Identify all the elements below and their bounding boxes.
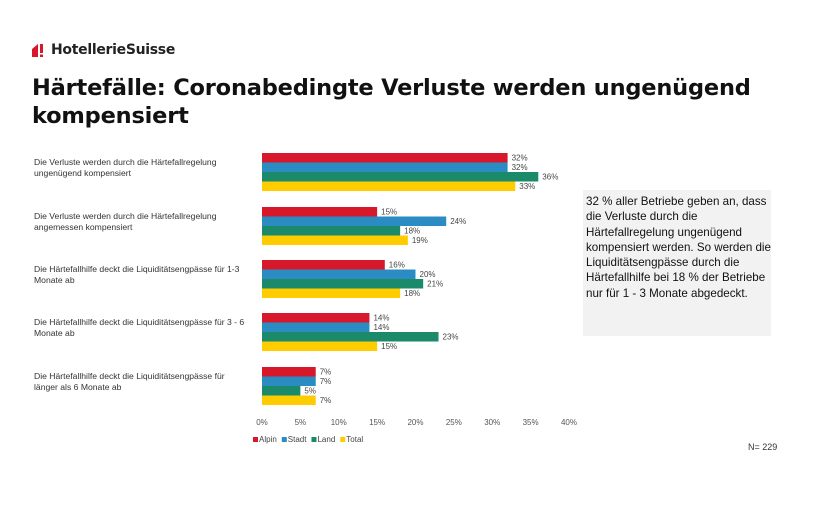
legend-label: Alpin [259,435,277,444]
bar-land [262,332,439,342]
category-label: Die Härtefallhilfe deckt die Liquiditäts… [34,317,245,338]
bar-stadt [262,322,370,332]
category-label: Die Härtefallhilfe deckt die Liquiditäts… [34,371,225,392]
data-label: 36% [542,173,558,182]
data-label: 7% [320,396,332,405]
bar-stadt [262,216,447,226]
bar-total [262,395,316,405]
bar-total [262,181,516,191]
data-label: 23% [443,333,459,342]
bar-alpin [262,153,508,163]
x-tick-label: 40% [561,418,577,427]
bar-stadt [262,162,508,172]
legend-swatch [311,437,317,442]
x-tick-label: 35% [523,418,539,427]
data-label: 32% [512,154,528,163]
x-tick-label: 15% [369,418,385,427]
data-label: 15% [381,208,397,217]
legend-swatch [253,437,258,442]
bar-land [262,172,539,182]
brand-logo: HotellerieSuisse [32,42,175,58]
bar-stadt [262,269,416,279]
legend-swatch [340,437,346,442]
data-label: 16% [389,261,405,270]
bar-alpin [262,313,370,323]
x-tick-label: 25% [446,418,462,427]
data-label: 33% [519,182,535,191]
bar-land [262,386,301,396]
bar-total [262,341,378,351]
legend-swatch [281,437,287,442]
bar-alpin [262,260,385,270]
data-label: 15% [381,342,397,351]
bar-land [262,279,424,289]
legend-label: Total [346,435,363,444]
legend-label: Land [317,435,335,444]
logo-icon [32,43,43,57]
x-tick-label: 10% [331,418,347,427]
data-label: 5% [304,387,316,396]
x-tick-label: 0% [256,418,268,427]
sample-size: N= 229 [748,442,778,452]
data-label: 7% [320,377,332,386]
legend-label: Stadt [288,435,307,444]
x-tick-label: 20% [407,418,423,427]
x-tick-label: 5% [295,418,307,427]
data-label: 18% [404,227,420,236]
bar-total [262,235,408,245]
data-label: 19% [412,236,428,245]
bar-alpin [262,367,316,377]
category-label: Die Verluste werden durch die Härtefallr… [34,211,217,232]
data-label: 18% [404,289,420,298]
data-label: 21% [427,280,443,289]
x-tick-label: 30% [484,418,500,427]
bar-alpin [262,207,378,217]
bar-total [262,288,401,298]
data-label: 24% [450,217,466,226]
data-label: 14% [373,323,389,332]
data-label: 20% [420,270,436,279]
data-label: 32% [512,163,528,172]
summary-note: 32 % aller Betriebe geben an, dass die V… [583,190,771,336]
brand-name: HotellerieSuisse [51,42,176,58]
category-label: Die Härtefallhilfe deckt die Liquiditäts… [34,264,240,285]
category-label: Die Verluste werden durch die Härtefallr… [34,157,217,178]
bar-stadt [262,376,316,386]
page-title: Härtefälle: Coronabedingte Verluste werd… [32,75,751,129]
bar-land [262,226,401,236]
data-label: 14% [373,314,389,323]
data-label: 7% [320,368,332,377]
